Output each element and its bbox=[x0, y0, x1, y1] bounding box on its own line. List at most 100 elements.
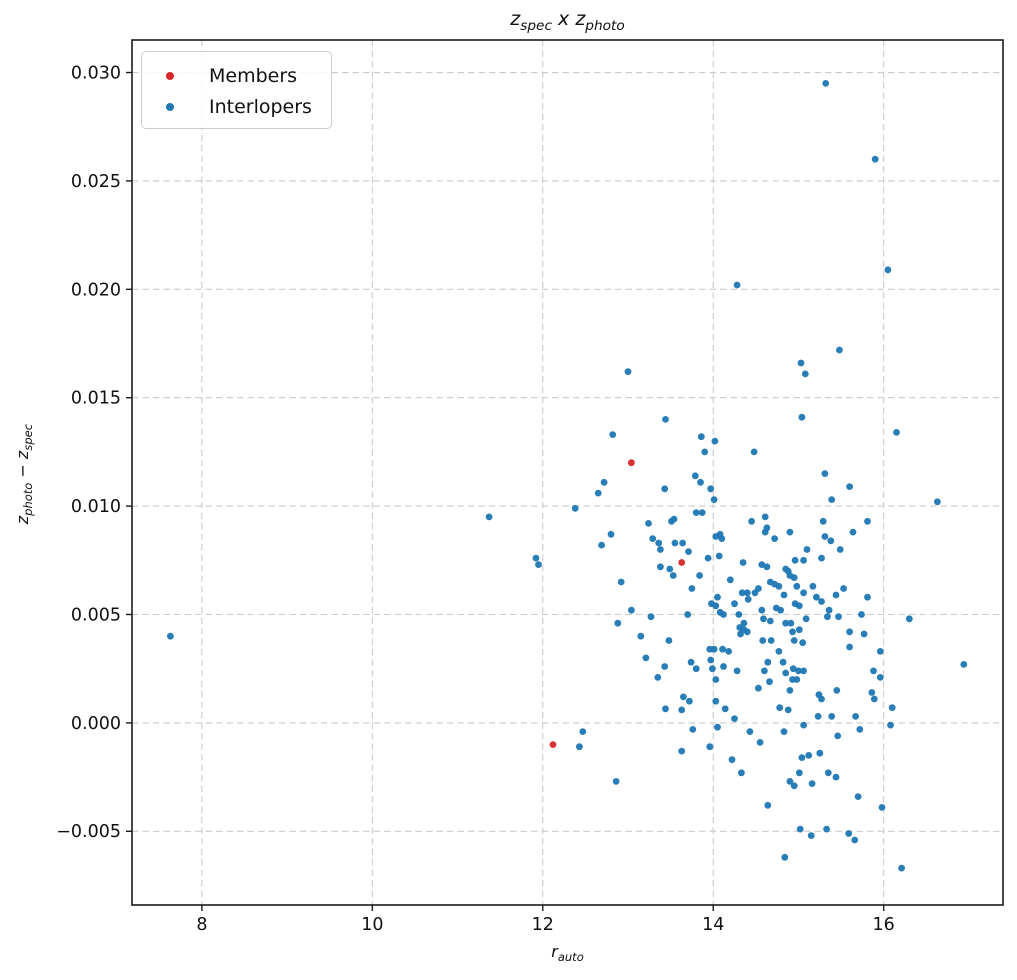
scatter-point-interlopers bbox=[791, 556, 799, 564]
scatter-point-interlopers bbox=[819, 517, 827, 525]
chart-title: zspec x zphoto bbox=[510, 8, 625, 34]
scatter-point-interlopers bbox=[864, 593, 871, 601]
scatter-point-interlopers bbox=[715, 552, 723, 560]
scatter-point-interlopers bbox=[687, 658, 695, 666]
scatter-point-interlopers bbox=[609, 431, 617, 438]
scatter-point-interlopers bbox=[680, 693, 687, 701]
scatter-point-interlopers bbox=[624, 368, 632, 376]
scatter-point-interlopers bbox=[798, 413, 806, 421]
scatter-point-interlopers bbox=[750, 448, 758, 456]
scatter-point-interlopers bbox=[799, 639, 807, 647]
scatter-point-interlopers bbox=[786, 528, 794, 536]
scatter-point-interlopers bbox=[821, 533, 829, 540]
x-tick-label: 10 bbox=[361, 915, 383, 935]
scatter-point-interlopers bbox=[870, 695, 878, 703]
scatter-point-interlopers bbox=[789, 665, 797, 673]
scatter-point-interlopers bbox=[878, 804, 886, 811]
scatter-point-interlopers bbox=[661, 485, 669, 493]
scatter-point-interlopers bbox=[710, 496, 718, 503]
scatter-point-interlopers bbox=[864, 517, 871, 525]
interlopers-marker-icon bbox=[166, 102, 174, 111]
scatter-point-interlopers bbox=[898, 864, 905, 872]
scatter-point-interlopers bbox=[628, 606, 635, 614]
scatter-point-interlopers bbox=[758, 606, 766, 614]
scatter-point-interlopers bbox=[840, 585, 847, 592]
y-tick-label: 0.000 bbox=[71, 714, 121, 734]
scatter-point-interlopers bbox=[790, 637, 798, 644]
scatter-point-interlopers bbox=[795, 626, 803, 634]
y-tick-label: 0.010 bbox=[71, 497, 121, 517]
scatter-point-interlopers bbox=[766, 678, 773, 686]
scatter-point-interlopers bbox=[876, 648, 884, 655]
scatter-point-interlopers bbox=[836, 546, 844, 553]
scatter-point-interlopers bbox=[780, 591, 788, 599]
scatter-point-interlopers bbox=[725, 648, 732, 655]
scatter-point-interlopers bbox=[710, 645, 718, 653]
scatter-point-interlopers bbox=[818, 598, 825, 605]
scatter-point-interlopers bbox=[803, 546, 811, 553]
scatter-point-interlopers bbox=[711, 437, 719, 445]
legend: Members Interlopers bbox=[141, 51, 332, 129]
scatter-point-interlopers bbox=[654, 674, 662, 681]
scatter-point-interlopers bbox=[813, 593, 820, 601]
scatter-point-interlopers bbox=[868, 689, 876, 696]
scatter-point-interlopers bbox=[856, 726, 864, 733]
scatter-point-interlopers bbox=[598, 541, 605, 549]
scatter-point-interlopers bbox=[801, 370, 809, 378]
scatter-point-interlopers bbox=[712, 676, 720, 683]
scatter-point-interlopers bbox=[818, 554, 825, 562]
scatter-point-interlopers bbox=[746, 728, 754, 735]
members-marker-icon bbox=[166, 71, 174, 80]
scatter-point-interlopers bbox=[594, 489, 602, 497]
scatter-point-interlopers bbox=[846, 643, 853, 651]
scatter-point-interlopers bbox=[782, 669, 790, 677]
scatter-point-interlopers bbox=[777, 606, 784, 614]
scatter-point-interlopers bbox=[763, 563, 771, 571]
scatter-point-interlopers bbox=[934, 498, 941, 506]
scatter-point-interlopers bbox=[800, 589, 807, 597]
y-axis-label: zphoto − zspec bbox=[12, 423, 36, 525]
scatter-point-interlopers bbox=[740, 619, 748, 627]
scatter-point-interlopers bbox=[614, 619, 622, 627]
scatter-point-interlopers bbox=[698, 509, 706, 516]
scatter-point-interlopers bbox=[827, 537, 835, 545]
scatter-point-interlopers bbox=[707, 656, 715, 664]
scatter-point-interlopers bbox=[647, 613, 655, 621]
scatter-point-interlopers bbox=[662, 416, 669, 423]
scatter-point-interlopers bbox=[735, 611, 743, 618]
scatter-point-interlopers bbox=[800, 721, 807, 729]
scatter-point-interlopers bbox=[760, 615, 767, 623]
scatter-point-interlopers bbox=[828, 496, 836, 503]
scatter-point-interlopers bbox=[686, 697, 693, 705]
scatter-point-interlopers bbox=[807, 832, 815, 839]
scatter-point-interlopers bbox=[755, 684, 762, 692]
scatter-point-interlopers bbox=[802, 615, 810, 623]
scatter-point-interlopers bbox=[728, 756, 736, 764]
scatter-point-interlopers bbox=[876, 674, 884, 681]
scatter-point-interlopers bbox=[766, 617, 774, 625]
scatter-point-interlopers bbox=[871, 155, 879, 163]
scatter-point-interlopers bbox=[795, 769, 803, 777]
scatter-point-interlopers bbox=[793, 676, 801, 683]
scatter-point-interlopers bbox=[887, 721, 894, 729]
scatter-point-interlopers bbox=[706, 743, 714, 751]
scatter-point-interlopers bbox=[714, 723, 721, 731]
y-tick-label: 0.020 bbox=[71, 280, 121, 300]
scatter-point-interlopers bbox=[714, 593, 721, 601]
scatter-point-interlopers bbox=[828, 713, 836, 720]
scatter-point-interlopers bbox=[834, 732, 842, 740]
scatter-point-interlopers bbox=[655, 539, 663, 547]
scatter-point-interlopers bbox=[642, 654, 650, 662]
scatter-point-interlopers bbox=[748, 517, 755, 525]
scatter-point-interlopers bbox=[718, 535, 726, 542]
scatter-point-interlopers bbox=[854, 793, 862, 800]
scatter-point-interlopers bbox=[780, 728, 788, 735]
scatter-point-interlopers bbox=[755, 585, 762, 592]
x-tick-label: 16 bbox=[873, 915, 895, 935]
scatter-point-interlopers bbox=[679, 539, 686, 547]
scatter-point-interlopers bbox=[731, 600, 738, 608]
scatter-point-interlopers bbox=[645, 520, 652, 527]
scatter-point-interlopers bbox=[784, 706, 792, 714]
x-tick-label: 14 bbox=[702, 915, 724, 935]
